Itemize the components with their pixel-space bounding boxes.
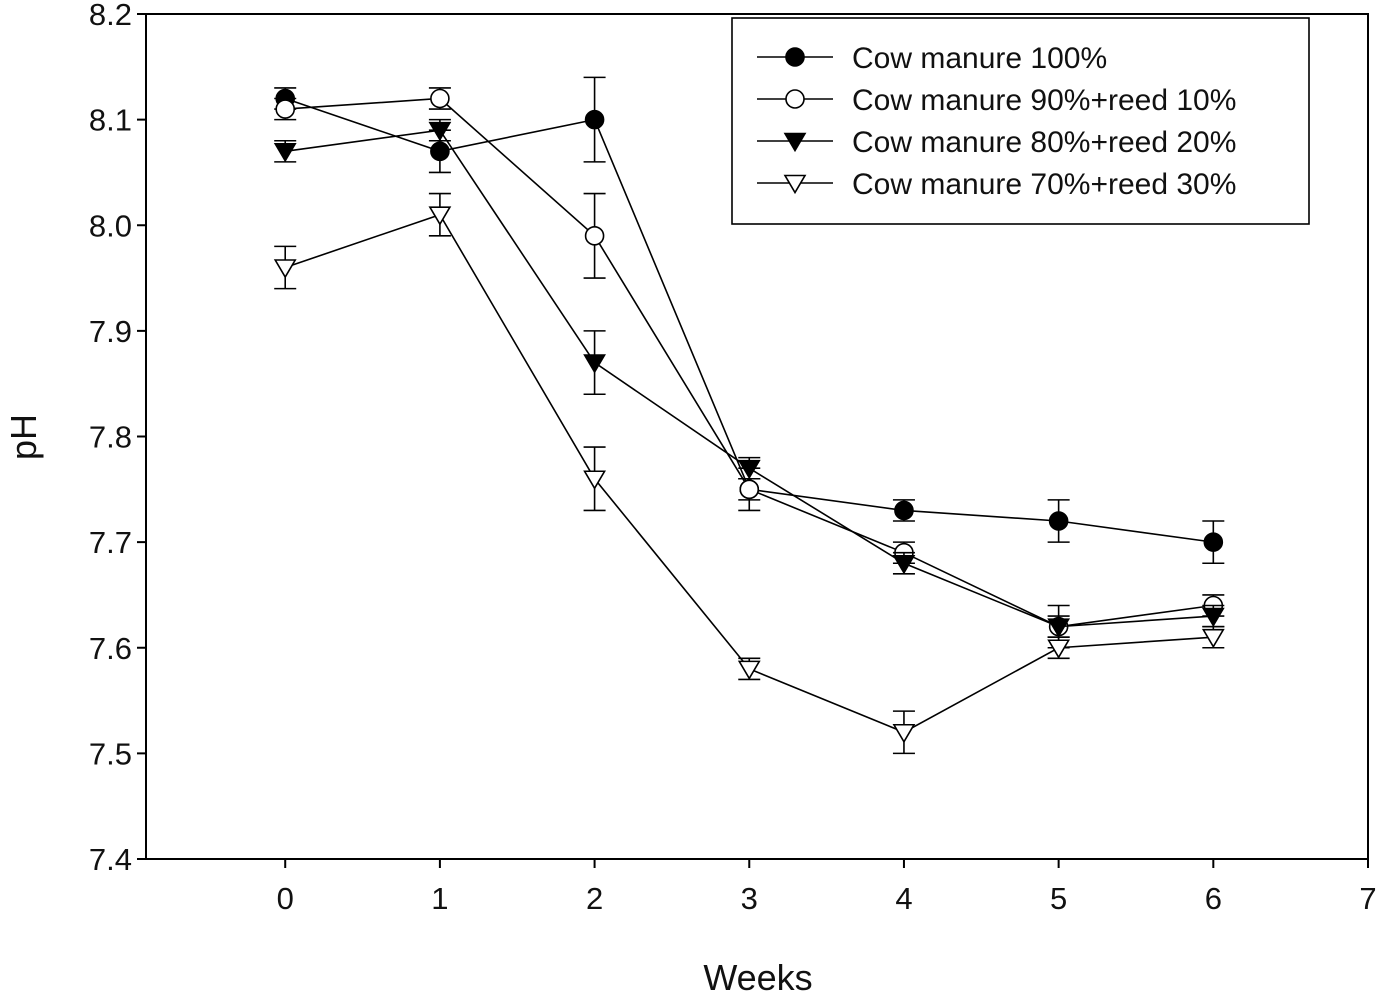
y-tick-label: 7.9 xyxy=(89,314,132,349)
legend-label: Cow manure 90%+reed 10% xyxy=(852,84,1236,117)
legend-entry: Cow manure 70%+reed 30% xyxy=(757,168,1236,201)
legend-marker xyxy=(783,174,807,195)
x-tick-label: 1 xyxy=(431,881,448,916)
y-tick-label: 7.7 xyxy=(89,525,132,560)
data-point xyxy=(894,500,914,521)
legend-entry: Cow manure 80%+reed 20% xyxy=(757,126,1236,159)
legend-label: Cow manure 100% xyxy=(852,42,1107,75)
data-point xyxy=(273,259,297,279)
series-4 xyxy=(273,192,1225,755)
data-point xyxy=(430,88,450,109)
x-axis-label: Weeks xyxy=(703,957,812,996)
y-tick-label: 7.5 xyxy=(89,736,132,771)
x-tick-label: 2 xyxy=(586,881,603,916)
y-axis: 7.4 7.5 7.6 7.7 7.8 7.9 8.0 8.1 8.2 xyxy=(89,0,146,877)
x-tick-label: 6 xyxy=(1205,881,1222,916)
y-axis-label: pH xyxy=(3,414,44,460)
x-tick-label: 5 xyxy=(1050,881,1067,916)
y-tick-label: 7.8 xyxy=(89,420,132,455)
legend: Cow manure 100% Cow manure 90%+reed 10% Co… xyxy=(731,17,1310,225)
data-point xyxy=(737,660,761,680)
data-point xyxy=(737,459,761,480)
data-point xyxy=(1047,618,1071,638)
data-point xyxy=(1048,511,1069,531)
data-point xyxy=(1203,532,1224,552)
y-tick-label: 8.0 xyxy=(89,208,132,243)
x-tick-label: 0 xyxy=(277,881,294,916)
data-point xyxy=(892,554,916,575)
legend-marker xyxy=(785,47,805,67)
data-point xyxy=(275,99,296,119)
data-point xyxy=(583,354,606,374)
data-point xyxy=(584,226,605,246)
y-tick-label: 7.6 xyxy=(89,631,132,666)
data-point xyxy=(428,121,452,142)
y-tick-label: 8.1 xyxy=(89,103,132,138)
data-point xyxy=(1201,607,1225,628)
x-tick-label: 7 xyxy=(1359,881,1376,916)
data-point xyxy=(273,143,297,163)
y-tick-label: 7.4 xyxy=(89,842,132,877)
series-layer xyxy=(273,76,1225,755)
data-point xyxy=(428,206,452,226)
data-point xyxy=(892,723,916,744)
data-point xyxy=(739,479,760,500)
legend-entry: Cow manure 90%+reed 10% xyxy=(757,84,1236,117)
legend-marker xyxy=(785,89,805,109)
data-point xyxy=(1201,628,1225,649)
data-point xyxy=(583,470,606,490)
legend-label: Cow manure 70%+reed 30% xyxy=(852,168,1236,201)
legend-label: Cow manure 80%+reed 20% xyxy=(852,126,1236,159)
x-axis: 0 1 2 3 4 5 6 7 xyxy=(277,859,1377,916)
legend-entry: Cow manure 100% xyxy=(757,42,1107,75)
legend-box xyxy=(731,17,1310,225)
x-tick-label: 3 xyxy=(741,881,758,916)
y-tick-label: 8.2 xyxy=(89,0,132,32)
data-point xyxy=(1047,639,1071,659)
data-point xyxy=(584,109,605,130)
data-point xyxy=(430,141,450,162)
legend-marker xyxy=(783,132,807,153)
x-tick-label: 4 xyxy=(895,881,912,916)
